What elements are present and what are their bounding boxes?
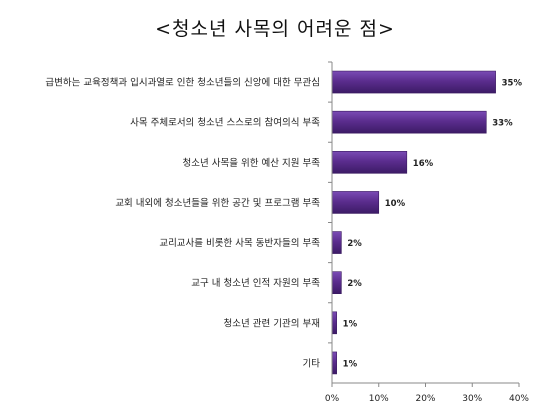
bar-5 [331, 271, 342, 294]
x-tick-label-0: 0% [325, 394, 340, 404]
category-label-7: 기타 [303, 358, 321, 369]
bar-7 [331, 351, 337, 375]
bar-1 [331, 110, 487, 134]
category-label-0: 급변하는 교육정책과 입시과열로 인한 청소년들의 신앙에 대한 무관심 [45, 77, 320, 89]
category-label-6: 청소년 관련 기관의 부재 [224, 318, 320, 329]
category-label-2: 청소년 사목을 위한 예산 지원 부족 [183, 157, 321, 169]
value-label-0: 35% [502, 79, 523, 89]
bar-2 [331, 151, 408, 174]
value-label-5: 2% [347, 279, 362, 289]
value-label-3: 10% [385, 199, 406, 209]
category-label-3: 교회 내외에 청소년들을 위한 공간 및 프로그램 부족 [115, 197, 320, 209]
x-tick-label-1: 10% [369, 394, 389, 404]
category-label-1: 사목 주체로서의 청소년 스스로의 참여의식 부족 [130, 117, 320, 129]
x-tick-label-4: 40% [509, 394, 529, 404]
value-label-4: 2% [347, 239, 362, 249]
x-tick-label-2: 20% [415, 394, 435, 404]
value-label-6: 1% [343, 319, 358, 329]
value-label-2: 16% [413, 159, 434, 169]
bar-4 [331, 231, 342, 254]
category-label-5: 교구 내 청소년 인적 자원의 부족 [191, 277, 320, 289]
bar-6 [331, 311, 337, 335]
value-label-7: 1% [343, 359, 358, 369]
bar-3 [331, 191, 380, 214]
x-tick-label-3: 30% [462, 394, 482, 404]
bar-0 [331, 70, 496, 94]
chart-title: <청소년 사목의 어려운 점> [155, 18, 395, 40]
value-label-1: 33% [492, 119, 513, 129]
category-label-4: 교리교사를 비롯한 사목 동반자들의 부족 [159, 238, 320, 249]
